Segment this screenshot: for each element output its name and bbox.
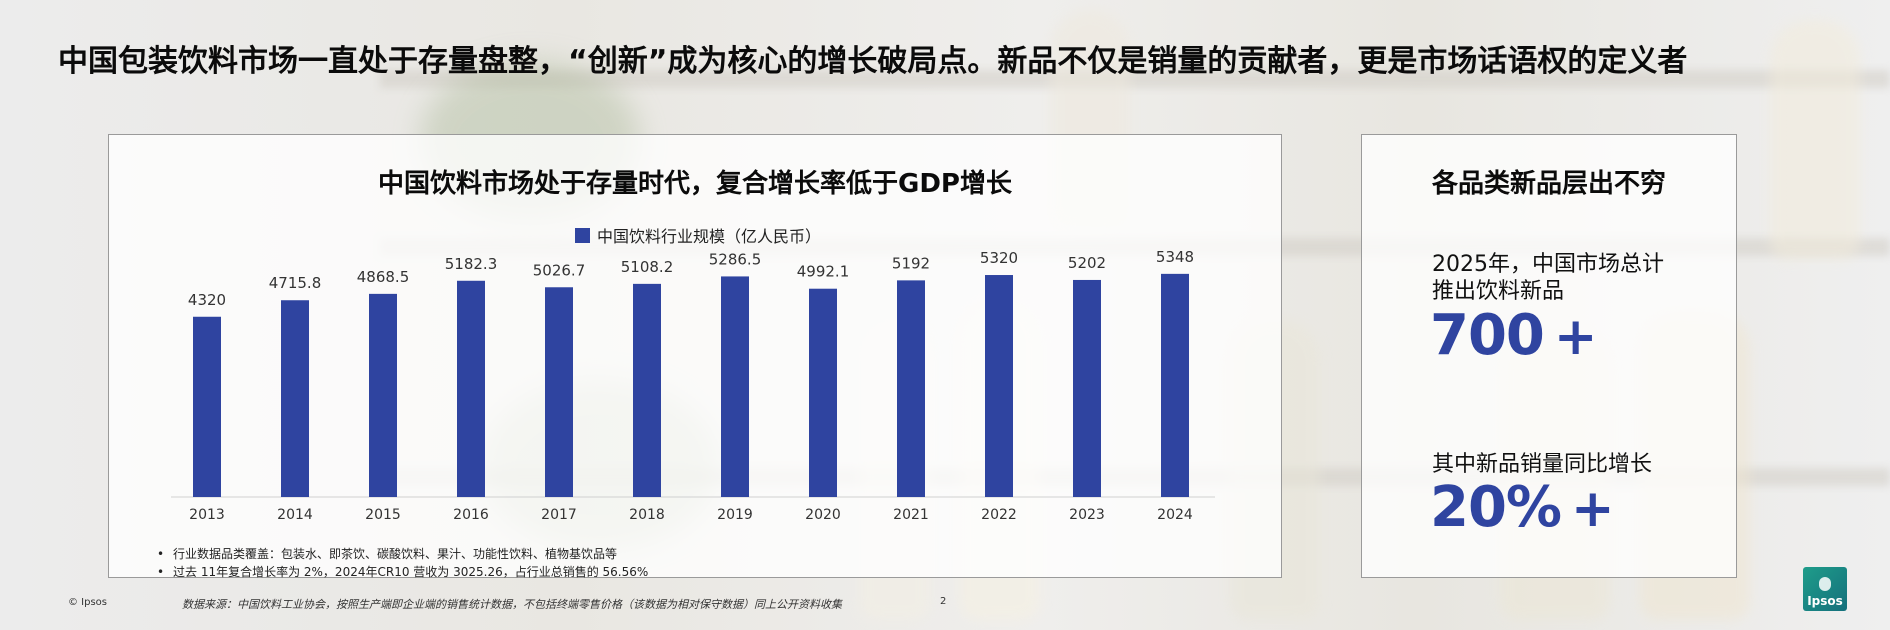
chart-legend: 中国饮料行业规模（亿人民币） — [575, 223, 821, 247]
logo-text: Ipsos — [1807, 594, 1843, 608]
data-label-2018: 5108.2 — [621, 258, 674, 276]
bar-2021 — [897, 280, 925, 497]
data-label-2017: 5026.7 — [533, 261, 586, 279]
bar-2016 — [457, 280, 485, 497]
bar-2017 — [545, 287, 573, 497]
data-label-2021: 5192 — [892, 254, 930, 272]
stat1-line1: 2025年，中国市场总计 — [1432, 252, 1664, 277]
x-tick-2022: 2022 — [981, 507, 1017, 523]
x-tick-2019: 2019 — [717, 507, 753, 523]
bar-2019 — [721, 276, 749, 497]
stat1-value: 700 — [1430, 303, 1545, 368]
data-label-2013: 4320 — [188, 291, 226, 309]
x-tick-2023: 2023 — [1069, 507, 1105, 523]
chart-notes: 行业数据品类覆盖：包装水、即茶饮、碳酸饮料、果汁、功能性饮料、植物基饮品等 过去… — [157, 545, 648, 581]
data-label-2014: 4715.8 — [269, 274, 322, 292]
stat2-value: 20% — [1430, 475, 1562, 540]
legend-label: 中国饮料行业规模（亿人民币） — [597, 227, 822, 246]
data-label-2020: 4992.1 — [797, 263, 850, 281]
data-label-2016: 5182.3 — [445, 255, 498, 273]
chart-title: 中国饮料市场处于存量时代，复合增长率低于GDP增长 — [378, 169, 1012, 199]
data-source: 数据来源：中国饮料工业协会，按照生产端即企业端的销售统计数据，不包括终端零售价格… — [182, 598, 842, 611]
data-label-2024: 5348 — [1156, 248, 1194, 266]
copyright: © Ipsos — [68, 597, 108, 608]
x-tick-2020: 2020 — [805, 507, 841, 523]
stat1-suffix: + — [1553, 307, 1598, 367]
stat2-suffix: + — [1571, 479, 1615, 539]
stat1-value-block: 700 + — [1430, 303, 1598, 368]
logo-mark-icon — [1819, 577, 1831, 591]
x-tick-2018: 2018 — [629, 507, 665, 523]
data-label-2022: 5320 — [980, 249, 1018, 267]
bar-2023 — [1073, 279, 1101, 497]
x-tick-2015: 2015 — [365, 507, 401, 523]
x-tick-2016: 2016 — [453, 507, 489, 523]
x-tick-2013: 2013 — [189, 507, 225, 523]
stats-title: 各品类新品层出不穷 — [1431, 169, 1666, 199]
bar-chart: 4320 2013 4715.8 2014 4868.5 2015 5182.3 2016 50… — [171, 248, 1215, 523]
stat1-line2: 推出饮料新品 — [1432, 279, 1565, 304]
x-tick-2014: 2014 — [277, 507, 313, 523]
bar-2013 — [193, 316, 221, 497]
stat1-description: 2025年，中国市场总计 推出饮料新品 — [1432, 251, 1664, 305]
x-tick-2017: 2017 — [541, 507, 577, 523]
note-item: 行业数据品类覆盖：包装水、即茶饮、碳酸饮料、果汁、功能性饮料、植物基饮品等 — [157, 545, 648, 563]
page-headline: 中国包装饮料市场一直处于存量盘整，“创新”成为核心的增长破局点。新品不仅是销量的… — [58, 44, 1688, 79]
bar-2018 — [633, 283, 661, 497]
page-number: 2 — [940, 596, 947, 607]
data-label-2023: 5202 — [1068, 254, 1106, 272]
data-label-2019: 5286.5 — [709, 250, 762, 268]
data-label-2015: 4868.5 — [357, 268, 410, 286]
ipsos-logo: Ipsos — [1803, 567, 1847, 611]
bar-2024 — [1161, 273, 1189, 497]
stat2-value-block: 20% + — [1430, 475, 1615, 540]
bar-2015 — [369, 293, 397, 497]
bar-2014 — [281, 300, 309, 497]
bar-2022 — [985, 275, 1013, 497]
legend-swatch — [575, 227, 590, 243]
x-tick-2024: 2024 — [1157, 507, 1193, 523]
stat2-description: 其中新品销量同比增长 — [1432, 452, 1653, 477]
x-tick-2021: 2021 — [893, 507, 929, 523]
bar-2020 — [809, 288, 837, 497]
note-item: 过去 11年复合增长率为 2%，2024年CR10 营收为 3025.26，占行… — [157, 563, 648, 581]
stats-panel: 各品类新品层出不穷 2025年，中国市场总计 推出饮料新品 700 + 其中新品销… — [1361, 134, 1737, 578]
chart-panel: 中国饮料市场处于存量时代，复合增长率低于GDP增长 中国饮料行业规模（亿人民币）… — [108, 134, 1282, 581]
